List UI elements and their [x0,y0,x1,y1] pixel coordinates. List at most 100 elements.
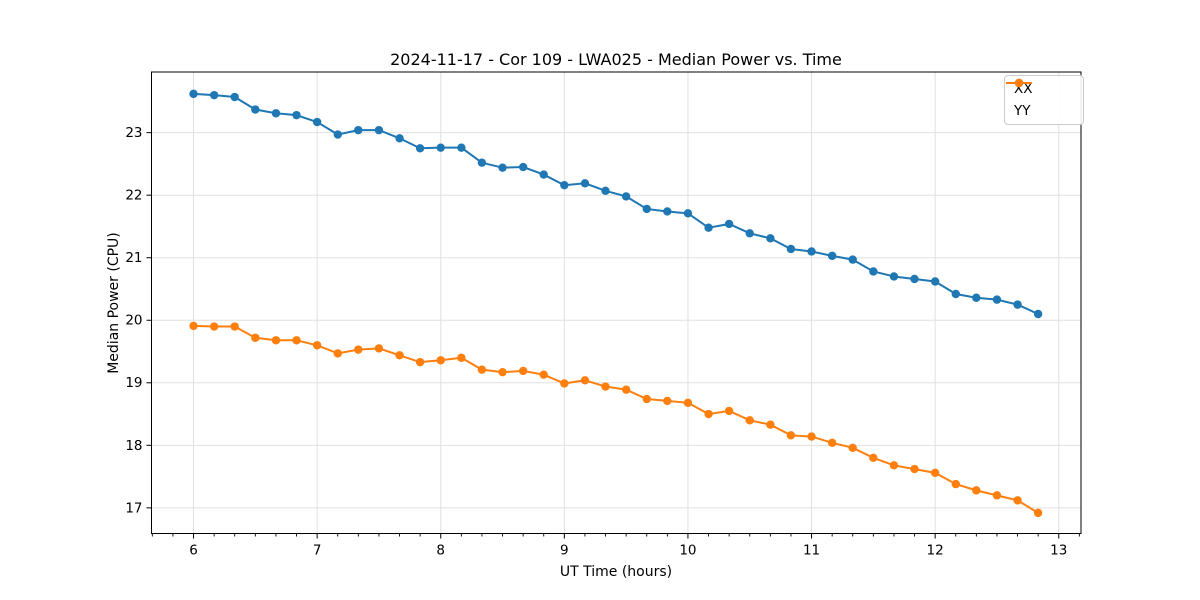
x-tick-label: 11 [803,543,820,559]
data-point [683,398,693,408]
y-tick-label: 19 [125,375,142,391]
data-point [786,244,796,254]
data-point [827,251,837,261]
data-point [539,370,548,379]
data-point [704,409,713,419]
data-point [930,277,940,286]
data-point [766,420,775,429]
data-point [992,295,1002,304]
data-point [230,322,239,331]
data-point [251,333,260,342]
data-point [271,336,281,345]
data-point [333,349,342,358]
data-point [580,179,590,188]
series-yy [189,321,1043,518]
data-point [292,110,301,120]
data-point [333,130,342,139]
data-point [374,125,384,135]
data-point [189,89,198,99]
data-point [498,163,507,172]
data-point [209,322,219,331]
data-point [683,209,693,218]
x-tick-label: 13 [1050,543,1067,559]
legend: XX YY [1004,75,1084,125]
x-tick-label: 10 [679,543,696,559]
data-point [972,293,981,302]
data-point [477,158,487,167]
data-point [230,92,239,102]
series-xx [189,89,1043,319]
data-point [292,336,301,345]
data-point [601,382,610,391]
data-point [312,341,322,350]
x-tick-label: 8 [436,543,445,559]
data-point [910,464,919,474]
y-tick-label: 23 [125,125,142,141]
x-tick-label: 9 [560,543,569,559]
data-point [1033,508,1043,518]
data-point [395,351,404,360]
data-point [1013,496,1022,505]
data-point [745,229,754,238]
data-point [436,356,445,365]
x-tick-label: 7 [313,543,322,559]
data-point [271,109,281,118]
data-point [642,394,651,404]
x-tick-label: 6 [189,543,198,559]
data-point [972,486,981,495]
axis-tick-labels: 6 7 8 9 10 11 12 13 17 18 19 20 21 22 23 [125,125,1067,558]
data-point [869,453,878,463]
data-point [415,357,425,367]
data-point [354,125,363,135]
data-point [374,344,384,353]
data-point [889,272,899,281]
data-point [251,105,260,114]
data-point [869,267,878,276]
axis-major-ticks [146,132,1060,539]
data-point [951,479,960,489]
data-point [807,432,816,441]
data-point [704,223,713,232]
y-tick-label: 20 [125,313,142,329]
data-point [951,289,960,299]
data-point [518,162,528,172]
data-point [889,461,899,470]
data-point [663,396,672,406]
data-point [848,255,857,264]
data-point [209,90,219,100]
data-point [477,365,487,374]
data-point [436,143,445,152]
legend-marker-yy-icon [1014,78,1024,88]
data-point [766,234,775,243]
legend-item-yy: YY [1005,78,1083,121]
data-point [786,431,796,440]
y-tick-label: 17 [125,500,142,516]
data-point [848,443,857,453]
data-point [1013,300,1022,309]
data-point [663,207,672,216]
data-point [601,186,610,196]
data-point [807,247,816,256]
data-point [930,468,940,478]
y-tick-label: 21 [125,250,142,266]
data-point [518,366,528,376]
chart-title: 2024-11-17 - Cor 109 - LWA025 - Median P… [390,50,842,69]
data-point [580,376,590,385]
x-axis-label: UT Time (hours) [559,564,673,580]
data-point [724,406,734,416]
data-point [910,274,919,284]
data-point [354,345,363,354]
data-point [189,321,198,331]
data-point [724,219,734,229]
data-point [621,192,631,201]
y-axis-label-text: Median Power (CPU) [106,232,122,374]
data-point [498,367,507,377]
y-tick-label: 22 [125,188,142,204]
data-point [539,170,548,179]
data-point [560,379,569,388]
x-tick-label: 12 [927,543,944,559]
data-point [827,438,837,448]
plot-border [151,71,1082,534]
data-point [1033,309,1043,319]
